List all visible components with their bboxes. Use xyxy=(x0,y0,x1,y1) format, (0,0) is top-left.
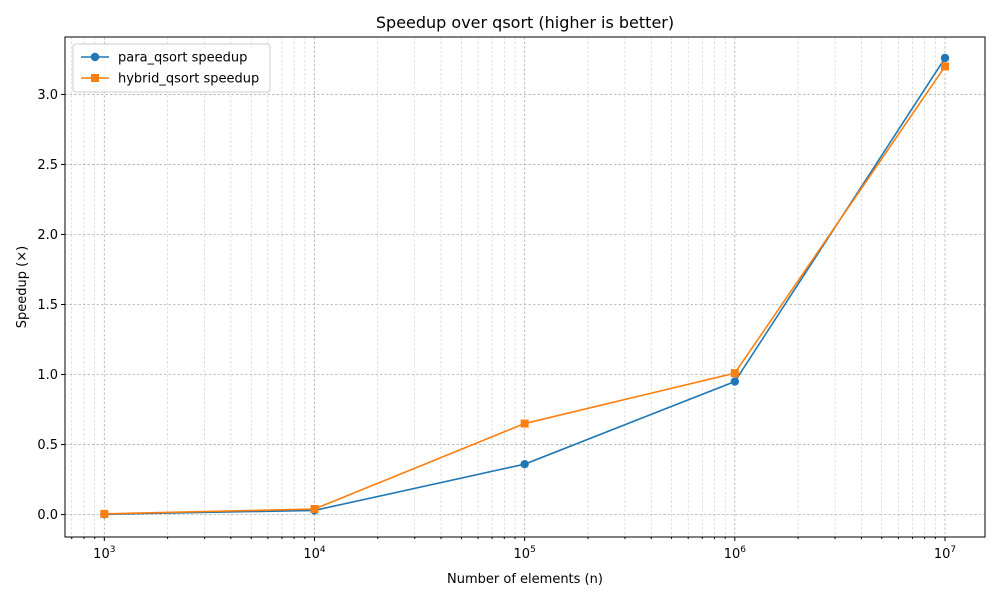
y-tick-label: 2.0 xyxy=(37,228,58,243)
y-tick-label: 0.5 xyxy=(37,438,58,453)
data-point-square xyxy=(520,419,529,428)
x-tick-label: 104 xyxy=(303,545,326,562)
legend: para_qsort speedup hybrid_qsort speedup xyxy=(72,43,271,93)
y-tick-label: 1.5 xyxy=(37,298,58,313)
x-axis-label: Number of elements (n) xyxy=(447,572,603,587)
data-point-square xyxy=(310,504,319,513)
legend-box xyxy=(72,43,271,93)
data-point-square xyxy=(100,509,109,518)
data-point-square xyxy=(730,369,739,378)
data-point-circle xyxy=(730,377,740,386)
legend-marker-square xyxy=(91,74,99,82)
legend-marker-circle xyxy=(90,52,100,62)
x-tick-label: 105 xyxy=(514,545,536,562)
x-tick-label: 106 xyxy=(724,545,747,562)
chart-title: Speedup over qsort (higher is better) xyxy=(376,13,674,32)
legend-label-1: hybrid_qsort speedup xyxy=(118,72,259,87)
legend-label-0: para_qsort speedup xyxy=(118,51,247,66)
x-tick-label: 103 xyxy=(93,545,115,562)
tick-layer: 103 104 105 106 107 0.0 0.5 1.0 1.5 2.0 2.5 3.0 xyxy=(37,88,956,562)
y-tick-label: 0.0 xyxy=(37,508,58,523)
y-axis-label: Speedup (×) xyxy=(15,246,30,328)
data-point-circle xyxy=(520,459,529,469)
series-layer xyxy=(100,53,950,519)
y-tick-label: 3.0 xyxy=(37,88,58,103)
x-tick-label: 107 xyxy=(934,545,956,562)
y-tick-label: 2.5 xyxy=(37,158,58,173)
grid-layer xyxy=(65,37,985,537)
y-tick-label: 1.0 xyxy=(37,368,58,383)
data-point-circle xyxy=(940,53,950,63)
data-point-square xyxy=(940,62,949,71)
